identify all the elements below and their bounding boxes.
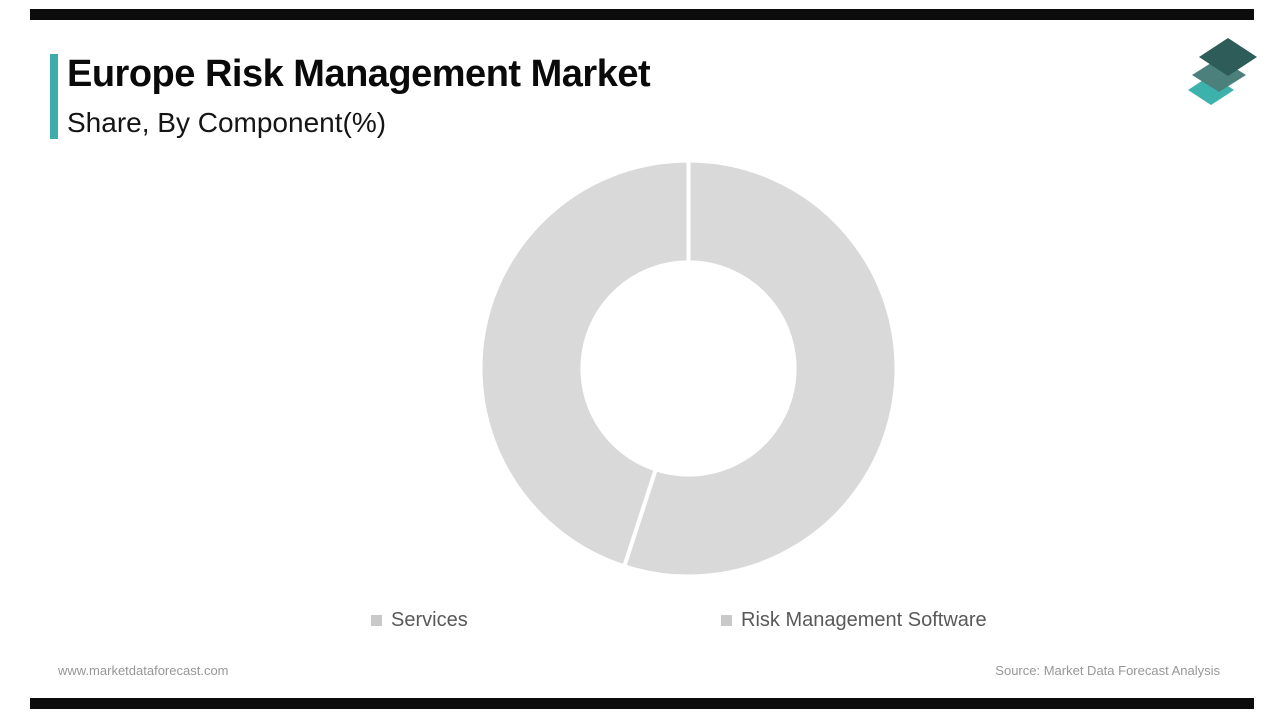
page-subtitle: Share, By Component(%) <box>67 107 387 138</box>
chart-legend: Services Risk Management Software <box>0 609 1280 635</box>
market-data-forecast-logo <box>1188 38 1257 105</box>
donut-chart <box>478 158 899 579</box>
top-frame-bar <box>30 9 1254 20</box>
legend-marker-icon <box>371 615 382 626</box>
page-title: Europe Risk Management Market <box>67 53 651 95</box>
source-note: Source: Market Data Forecast Analysis <box>995 663 1220 678</box>
title-accent-bar <box>50 54 58 139</box>
legend-item-risk-management-software[interactable]: Risk Management Software <box>721 609 987 632</box>
legend-label: Services <box>391 609 468 631</box>
donut-slice-services[interactable] <box>622 158 899 579</box>
bottom-frame-bar <box>30 698 1254 709</box>
logo-layer-top <box>1199 38 1257 76</box>
legend-item-services[interactable]: Services <box>371 609 468 632</box>
legend-marker-icon <box>721 615 732 626</box>
donut-slice-risk-management-software[interactable] <box>478 158 691 569</box>
legend-label: Risk Management Software <box>741 609 987 631</box>
website-url: www.marketdataforecast.com <box>58 663 229 678</box>
